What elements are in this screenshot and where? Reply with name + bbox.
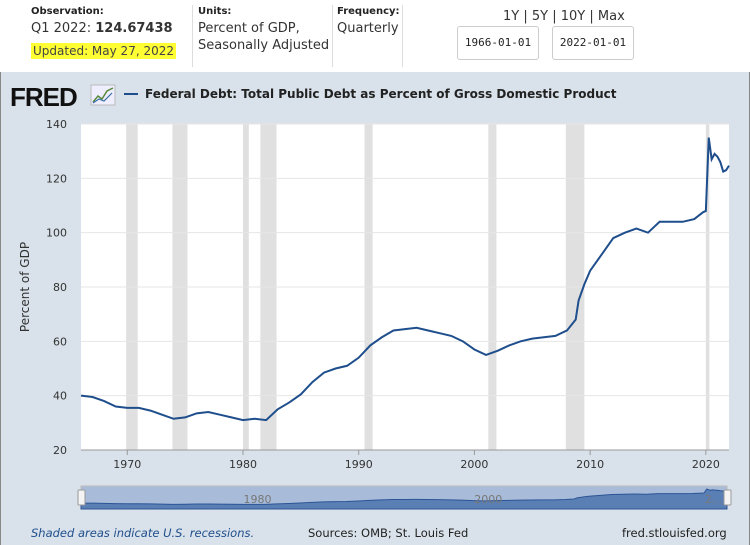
legend-swatch xyxy=(124,93,138,95)
divider xyxy=(332,5,333,67)
units-line1: Percent of GDP, xyxy=(198,21,300,36)
x-tick-label: 1990 xyxy=(345,458,373,471)
x-tick-label: 1970 xyxy=(113,458,141,471)
y-axis-label: Percent of GDP xyxy=(18,242,32,332)
range-10y[interactable]: 10Y xyxy=(560,9,586,24)
series-line xyxy=(80,137,730,422)
chart-title: Federal Debt: Total Public Debt as Perce… xyxy=(124,87,616,101)
recession-note: Shaded areas indicate U.S. recessions. xyxy=(31,526,255,540)
observation-label: Observation: xyxy=(31,6,104,17)
fred-logo[interactable]: FRED xyxy=(10,82,78,112)
navigator-handle[interactable] xyxy=(77,489,86,506)
site-link[interactable]: fred.stlouisfed.org xyxy=(622,526,727,540)
updated-date: Updated: May 27, 2022 xyxy=(31,43,176,59)
divider xyxy=(192,5,193,67)
x-tick-label: 2010 xyxy=(576,458,604,471)
range-1y[interactable]: 1Y xyxy=(503,9,520,24)
range-max[interactable]: Max xyxy=(597,9,625,24)
end-date-input[interactable]: 2022-01-01 xyxy=(552,26,634,60)
y-tick-label: 60 xyxy=(53,335,67,348)
x-tick-label: 2020 xyxy=(692,458,720,471)
x-tick-label: 1980 xyxy=(229,458,257,471)
y-tick-label: 20 xyxy=(53,444,67,457)
y-tick-label: 140 xyxy=(46,118,67,131)
chart-title-text: Federal Debt: Total Public Debt as Perce… xyxy=(145,87,617,101)
units-line2: Seasonally Adjusted xyxy=(198,38,330,53)
y-tick-label: 40 xyxy=(53,390,67,403)
sources: Sources: OMB; St. Louis Fed xyxy=(308,526,469,540)
y-tick-label: 80 xyxy=(53,281,67,294)
range-selector: 1Y | 5Y | 10Y | Max xyxy=(503,9,625,24)
navigator-handle[interactable] xyxy=(723,489,732,506)
navigator-tick-label: 1980 xyxy=(244,493,272,506)
frequency-value: Quarterly xyxy=(337,21,399,36)
range-5y[interactable]: 5Y xyxy=(531,9,549,24)
frequency-label: Frequency: xyxy=(337,6,400,17)
navigator-tick-label: 2... xyxy=(705,493,723,506)
observation-value: 124.67438 xyxy=(95,21,173,36)
start-date-input[interactable]: 1966-01-01 xyxy=(457,26,539,60)
observation-period: Q1 2022: xyxy=(31,21,92,36)
units-label: Units: xyxy=(198,6,232,17)
observation-block: Observation: Q1 2022: 124.67438 Updated:… xyxy=(31,6,176,59)
y-tick-label: 120 xyxy=(46,172,67,185)
x-tick-label: 2000 xyxy=(460,458,488,471)
divider xyxy=(402,5,403,67)
y-tick-label: 100 xyxy=(46,227,67,240)
navigator-tick-label: 2000 xyxy=(474,493,502,506)
observation-header: Observation: Q1 2022: 124.67438 Updated:… xyxy=(0,0,750,73)
navigator-series xyxy=(80,488,728,510)
fred-graph-icon xyxy=(90,84,116,106)
